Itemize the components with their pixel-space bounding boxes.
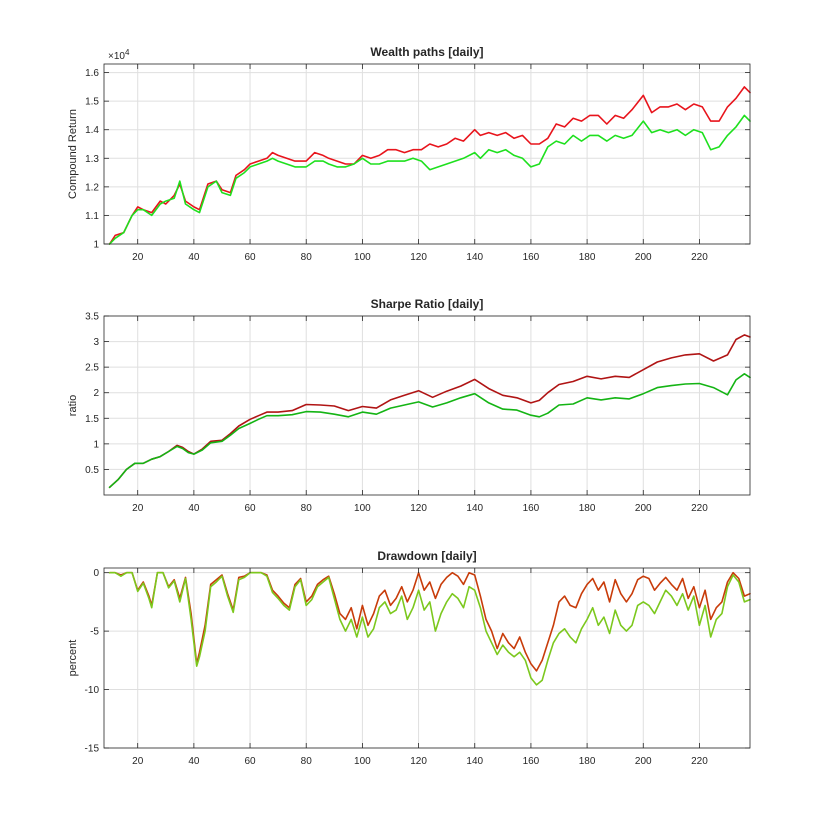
drawdown-axes-box bbox=[103, 567, 751, 749]
drawdown-x-tick-label: 20 bbox=[132, 756, 144, 767]
wealth-series-line-1 bbox=[108, 86, 751, 245]
drawdown-y-axis-label: percent bbox=[67, 640, 79, 677]
wealth-x-tick-label: 80 bbox=[301, 252, 313, 263]
sharpe-x-tick-label: 120 bbox=[410, 503, 427, 514]
drawdown-x-tick-label: 180 bbox=[579, 756, 596, 767]
drawdown-y-tick-label: -10 bbox=[85, 685, 100, 696]
drawdown-x-tick-label: 100 bbox=[354, 756, 371, 767]
wealth-y-tick-label: 1.3 bbox=[85, 154, 99, 165]
drawdown-y-tick-label: 0 bbox=[93, 568, 99, 579]
drawdown-x-tick-label: 40 bbox=[188, 756, 200, 767]
wealth-chart-title: Wealth paths [daily] bbox=[370, 45, 483, 59]
sharpe-y-tick-label: 3.5 bbox=[85, 312, 99, 323]
wealth-y-tick-label: 1.5 bbox=[85, 97, 99, 108]
drawdown-x-tick-label: 60 bbox=[244, 756, 256, 767]
drawdown-x-tick-label: 80 bbox=[301, 756, 313, 767]
drawdown-y-tick-label: -15 bbox=[85, 744, 100, 755]
wealth-y-tick-label: 1.6 bbox=[85, 68, 99, 79]
sharpe-y-tick-label: 3 bbox=[93, 337, 99, 348]
drawdown-x-tick-label: 200 bbox=[635, 756, 652, 767]
sharpe-x-tick-label: 180 bbox=[579, 503, 596, 514]
wealth-x-tick-label: 120 bbox=[410, 252, 427, 263]
sharpe-chart-title: Sharpe Ratio [daily] bbox=[371, 297, 484, 311]
drawdown-plot-area bbox=[104, 568, 750, 748]
sharpe-y-tick-label: 1.5 bbox=[85, 414, 99, 425]
wealth-y-tick-label: 1.2 bbox=[85, 182, 99, 193]
drawdown-y-tick-label: -5 bbox=[90, 627, 99, 638]
sharpe-x-tick-label: 100 bbox=[354, 503, 371, 514]
drawdown-x-tick-label: 220 bbox=[691, 756, 708, 767]
drawdown-x-tick-label: 140 bbox=[466, 756, 483, 767]
sharpe-y-tick-label: 2 bbox=[93, 388, 99, 399]
drawdown-x-tick-label: 160 bbox=[523, 756, 540, 767]
wealth-y-axis-label: Compound Return bbox=[67, 109, 79, 199]
wealth-x-tick-label: 200 bbox=[635, 252, 652, 263]
drawdown-x-tick-label: 120 bbox=[410, 756, 427, 767]
wealth-paths-axes: 20 40 60 80 100 120 140 160 180 200 220 1 1.1 1.2 1.3 1… bbox=[67, 45, 751, 263]
wealth-exponent-power: 4 bbox=[125, 48, 130, 57]
drawdown-series-line-1 bbox=[108, 571, 751, 672]
wealth-series-line-2 bbox=[108, 114, 751, 245]
wealth-plot-area bbox=[104, 64, 750, 244]
sharpe-x-tick-label: 60 bbox=[244, 503, 256, 514]
sharpe-x-tick-label: 220 bbox=[691, 503, 708, 514]
drawdown-series-line-2 bbox=[108, 571, 751, 686]
sharpe-y-axis-label: ratio bbox=[67, 395, 79, 416]
wealth-x-tick-label: 20 bbox=[132, 252, 144, 263]
sharpe-axes-box bbox=[103, 315, 751, 496]
sharpe-y-tick-label: 1 bbox=[93, 439, 99, 450]
wealth-x-tick-label: 100 bbox=[354, 252, 371, 263]
sharpe-y-tick-label: 2.5 bbox=[85, 363, 99, 374]
wealth-x-tick-label: 180 bbox=[579, 252, 596, 263]
sharpe-x-tick-label: 20 bbox=[132, 503, 144, 514]
sharpe-x-tick-label: 80 bbox=[301, 503, 313, 514]
sharpe-x-tick-label: 200 bbox=[635, 503, 652, 514]
sharpe-ratio-axes: 20 40 60 80 100 120 140 160 180 200 220 0.5 1 1.5 2 2.5… bbox=[67, 297, 751, 514]
wealth-x-tick-label: 140 bbox=[466, 252, 483, 263]
wealth-exponent-label: ×104 bbox=[108, 48, 130, 62]
sharpe-x-tick-label: 160 bbox=[523, 503, 540, 514]
wealth-x-tick-label: 220 bbox=[691, 252, 708, 263]
sharpe-series-line-1 bbox=[108, 334, 751, 489]
wealth-y-tick-label: 1.1 bbox=[85, 211, 99, 222]
wealth-y-tick-label: 1 bbox=[93, 240, 99, 251]
sharpe-series-line-2 bbox=[108, 372, 751, 489]
wealth-y-tick-label: 1.4 bbox=[85, 125, 99, 136]
wealth-x-tick-label: 40 bbox=[188, 252, 200, 263]
wealth-x-tick-label: 60 bbox=[244, 252, 256, 263]
sharpe-x-tick-label: 140 bbox=[466, 503, 483, 514]
wealth-x-tick-label: 160 bbox=[523, 252, 540, 263]
drawdown-chart-title: Drawdown [daily] bbox=[377, 549, 476, 563]
drawdown-axes: 20 40 60 80 100 120 140 160 180 200 220 0 -5 -10 -15 Dr… bbox=[67, 549, 751, 767]
sharpe-y-tick-label: 0.5 bbox=[85, 465, 99, 476]
sharpe-x-tick-label: 40 bbox=[188, 503, 200, 514]
wealth-axes-box bbox=[103, 63, 751, 245]
